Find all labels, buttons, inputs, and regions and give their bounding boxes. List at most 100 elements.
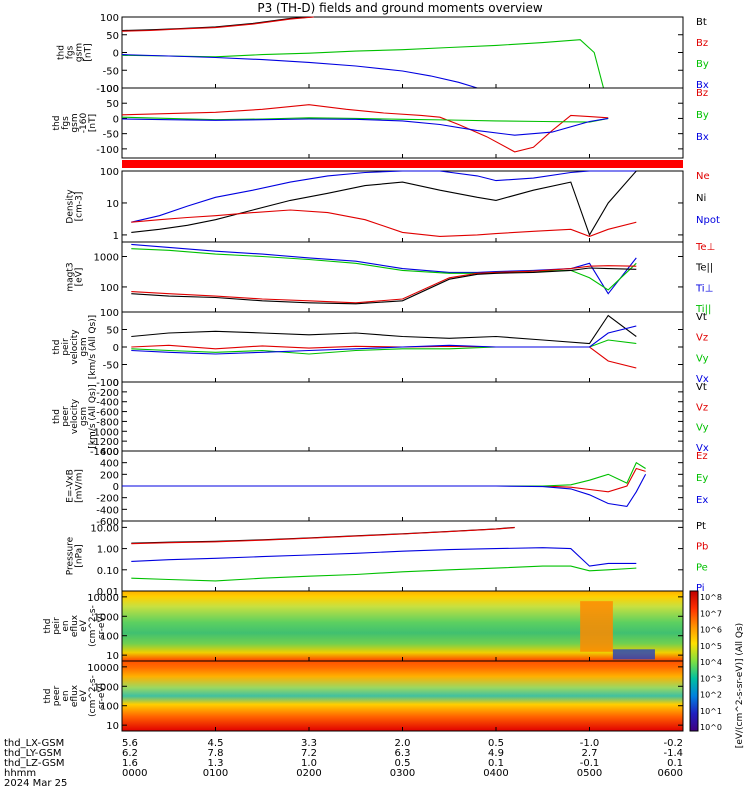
series-bz-line [121, 104, 609, 153]
colorbar-tick-label: 10^4 [700, 658, 722, 667]
y-axis-label-line: magt3 [66, 262, 76, 291]
y-axis-label-line: en [61, 620, 71, 631]
y-tick-label: 0 [113, 114, 119, 125]
x-tick-label-ly: 2.7 [582, 748, 598, 759]
panel-6: 0-200-400-600-800-1000-1200-1400thdpeerv… [52, 378, 709, 458]
x-row-label: thd_LZ-GSM [4, 758, 65, 769]
y-tick-label: -100 [96, 378, 119, 389]
legend-vz: Vz [696, 402, 708, 413]
y-axis-label-line: gsm [79, 337, 89, 356]
x-tick-label-lx: 0.5 [488, 738, 504, 749]
legend-by: By [696, 59, 709, 70]
y-axis-label-line: Density [66, 189, 76, 224]
legend-bz: Bz [696, 38, 708, 49]
series-bx-line [121, 117, 609, 136]
panel-2: 100 50 0 -50 -100 thdfgsgsm-160[nT] Bz By Bx [52, 84, 709, 159]
x-tick-label-lz: 0.5 [395, 758, 411, 769]
x-tick-label-lz: 0.1 [488, 758, 504, 769]
series-ex-line [122, 474, 647, 507]
x-tick-label-lx: 5.6 [122, 738, 138, 749]
panel-9: 10000 1000 100 10 thdpeirenefluxeV(cm^2-s-sr… [43, 590, 684, 662]
legend-pe: Pe [696, 562, 708, 573]
y-tick-label: 100 [100, 84, 119, 95]
legend-vt: Vt [696, 382, 707, 393]
legend-bt: Bt [696, 17, 707, 28]
y-axis-label-line: [cm-3] [75, 192, 85, 222]
x-row-label: hhmm [4, 768, 36, 779]
y-axis-label: thdpeirenefluxeV(cm^2-s-sr-eV) [43, 605, 107, 647]
y-axis-label-line: velocity [70, 329, 80, 365]
y-axis-label-line: [nT] [88, 114, 98, 132]
x-tick-label-lz: 1.3 [208, 758, 224, 769]
x-tick-label-ly: 7.8 [208, 748, 224, 759]
y-tick-label: 10000 [87, 593, 119, 604]
x-row-label: thd_LX-GSM [4, 738, 64, 749]
legend-npot: Npot [696, 215, 720, 226]
y-axis-label-line: eV [79, 689, 89, 702]
panel-stack: 100500-50-100thdfgsgsm[nT]BtBzByBx100500… [43, 13, 720, 732]
legend-ni: Ni [696, 193, 706, 204]
legend-bz: Bz [696, 88, 708, 99]
x-tick-label-hhmm: 0000 [122, 768, 147, 779]
colorbar-gradient [690, 591, 698, 731]
series-bx-line [121, 54, 478, 89]
legend-bx: Bx [696, 132, 709, 143]
y-axis-label-line: -160 [79, 113, 89, 134]
y-tick-label: 1 [113, 231, 119, 242]
y-tick-label: -600 [96, 517, 119, 528]
y-axis-label: thdpeirvelocitygsm[km/s (All Qs)] [52, 315, 98, 379]
series-vt-line [131, 314, 637, 345]
y-tick-label: 100 [100, 167, 119, 178]
legend-vx: Vx [696, 443, 709, 454]
y-tick-label: 50 [106, 99, 119, 110]
y-tick-label: 10000 [87, 663, 119, 674]
x-tick-label-hhmm: 0200 [296, 768, 321, 779]
series-te-line [131, 265, 637, 304]
colorbar-label: [eV/(cm^2-s-sr-eV)] (All Qs) [735, 623, 745, 748]
y-tick-label: 400 [100, 459, 119, 470]
x-tick-label-ly: 4.9 [488, 748, 504, 759]
y-axis-label-line: eflux [70, 684, 80, 707]
y-axis-label-line: en [61, 690, 71, 701]
legend-pi: Pi [696, 583, 705, 594]
legend-vy: Vy [696, 423, 709, 434]
series-ey-line [122, 461, 646, 487]
legend-vt: Vt [696, 312, 707, 323]
legend-ez: Ez [696, 451, 708, 462]
colorbar-tick-label: 10^7 [700, 609, 722, 618]
y-tick-label: -100 [96, 84, 119, 95]
y-axis-label-line: peir [61, 338, 71, 356]
x-tick-label-lx: -0.2 [663, 738, 683, 749]
legend-by: By [696, 110, 709, 121]
y-axis-label-line: gsm [70, 113, 80, 132]
y-tick-label: 1000 [94, 253, 119, 264]
y-tick-label: -200 [96, 388, 119, 399]
y-axis-label-line: sr-eV) [97, 613, 107, 639]
y-tick-label: 0 [113, 343, 119, 354]
y-tick-label: 100 [100, 13, 119, 24]
y-tick-label: 10 [106, 199, 119, 210]
y-axis-label-line: thd [52, 340, 62, 355]
y-tick-label: -200 [96, 494, 119, 505]
legend-pt: Pt [696, 521, 706, 532]
colorbar-tick-label: 10^8 [700, 593, 722, 602]
y-axis-label-line: gsm [79, 407, 89, 426]
y-tick-label: -800 [96, 417, 119, 428]
y-tick-label: 0 [113, 49, 119, 60]
y-axis-label: thdpeerenefluxeV(cm^2-s-sr-eV) [43, 675, 107, 717]
series-ti-line [131, 243, 637, 295]
panel-1: 100 50 0 -50 -100 thdfgsgsm[nT] Bt Bz By Bx [57, 13, 709, 95]
legend-te: Te⊥ [695, 242, 715, 253]
y-axis-label-line: eV [79, 619, 89, 632]
y-axis-label-line: sr-eV) [97, 683, 107, 709]
y-axis-label-line: fgs [66, 45, 76, 59]
series-npot-line [131, 170, 637, 223]
y-tick-label: -1200 [90, 437, 119, 448]
y-tick-label: 0 [113, 378, 119, 389]
series-pb-line [131, 527, 515, 545]
x-tick-label-hhmm: 0600 [658, 768, 683, 779]
y-tick-label: 100 [100, 308, 119, 319]
x-tick-label-ly: 7.2 [301, 748, 317, 759]
